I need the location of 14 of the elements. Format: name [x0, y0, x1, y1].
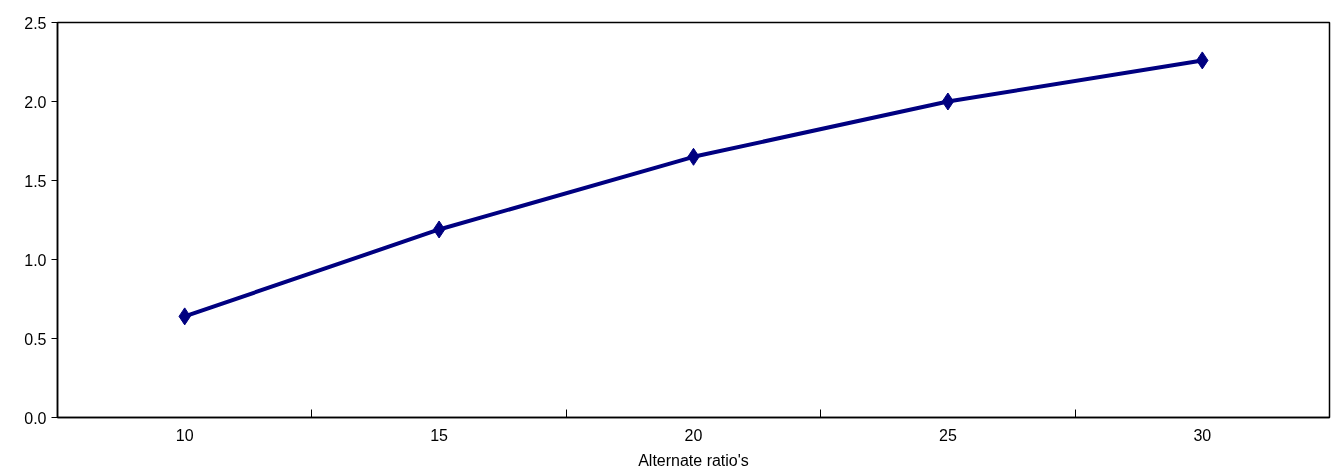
- x-axis-title: Alternate ratio's: [638, 451, 749, 469]
- y-tick-label: 1.0: [24, 251, 47, 269]
- x-tick-label: 25: [939, 426, 957, 444]
- point: [432, 220, 446, 239]
- x-tick-label: 30: [1193, 426, 1212, 444]
- y-tick-label: 2.0: [24, 93, 47, 111]
- x-tick-label: 10: [175, 426, 194, 444]
- y-tick-label: 0.5: [24, 330, 47, 348]
- point: [941, 92, 955, 111]
- x-tick-label: 20: [684, 426, 703, 444]
- y-tick-label: 1.5: [24, 172, 47, 190]
- y-tick-label: 0.0: [24, 409, 47, 427]
- x-tick-label: 15: [430, 426, 449, 444]
- y-tick-label: 2.5: [24, 14, 47, 32]
